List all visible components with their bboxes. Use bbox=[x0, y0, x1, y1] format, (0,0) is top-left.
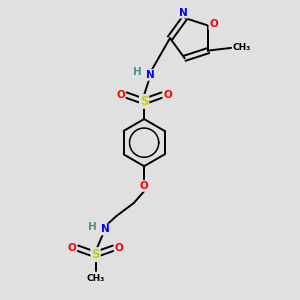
Text: S: S bbox=[140, 95, 148, 108]
Text: O: O bbox=[209, 19, 218, 29]
Text: O: O bbox=[163, 90, 172, 100]
Text: H: H bbox=[133, 67, 142, 77]
Text: O: O bbox=[115, 243, 124, 253]
Text: N: N bbox=[146, 70, 155, 80]
Text: H: H bbox=[88, 222, 96, 232]
Text: O: O bbox=[116, 90, 125, 100]
Text: O: O bbox=[68, 243, 76, 253]
Text: N: N bbox=[100, 224, 109, 235]
Text: O: O bbox=[140, 181, 148, 191]
Text: N: N bbox=[179, 8, 188, 18]
Text: CH₃: CH₃ bbox=[232, 43, 251, 52]
Text: CH₃: CH₃ bbox=[86, 274, 105, 283]
Text: S: S bbox=[91, 248, 100, 261]
